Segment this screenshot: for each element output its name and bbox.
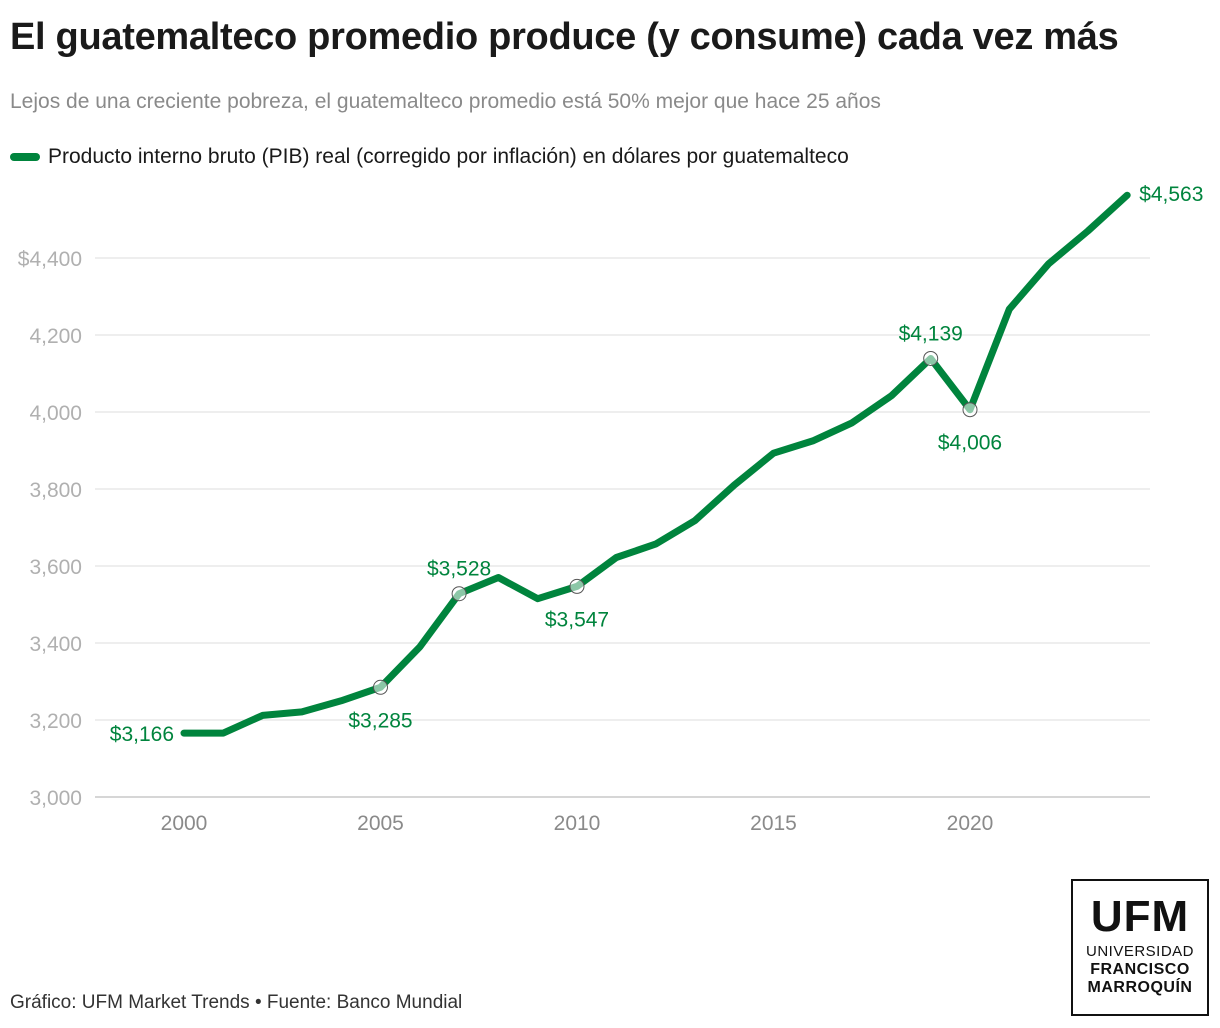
data-point	[732, 483, 736, 487]
legend-swatch	[10, 153, 40, 161]
highlight-marker	[923, 350, 939, 366]
data-label: $3,547	[545, 608, 609, 631]
data-point	[614, 556, 618, 560]
data-point	[339, 699, 343, 703]
data-point	[300, 710, 304, 714]
y-tick-label: 3,400	[29, 633, 82, 656]
ufm-logo: UFM UNIVERSIDAD FRANCISCO MARROQUÍN	[1071, 879, 1209, 1016]
y-tick-label: 3,000	[29, 787, 82, 810]
x-tick-label: 2020	[947, 812, 994, 835]
data-point	[221, 731, 225, 735]
data-point	[889, 394, 893, 398]
data-point	[1007, 307, 1011, 311]
y-tick-label: 4,000	[29, 402, 82, 425]
logo-line-marroquin: MARROQUÍN	[1087, 979, 1193, 996]
data-point	[811, 439, 815, 443]
data-label: $3,166	[110, 723, 174, 746]
x-tick-label: 2005	[357, 812, 404, 835]
legend-label: Producto interno bruto (PIB) real (corre…	[48, 145, 849, 168]
data-point	[261, 713, 265, 717]
highlight-marker	[451, 586, 467, 602]
data-point	[1047, 262, 1051, 266]
x-tick-label: 2000	[161, 812, 208, 835]
data-point	[496, 576, 500, 580]
logo-line-universidad: UNIVERSIDAD	[1085, 943, 1195, 960]
x-tick-label: 2010	[554, 812, 601, 835]
data-point	[693, 519, 697, 523]
logo-main-text: UFM	[1090, 892, 1190, 941]
y-tick-label: 3,600	[29, 556, 82, 579]
y-tick-label: 3,200	[29, 710, 82, 733]
data-label: $3,528	[427, 558, 491, 581]
data-label: $4,563	[1139, 183, 1203, 206]
data-point	[182, 731, 186, 735]
data-label: $4,006	[938, 432, 1002, 455]
gdp-series-line	[180, 191, 1131, 737]
highlight-marker	[962, 402, 978, 418]
data-point	[418, 645, 422, 649]
chart-title: El guatemalteco promedio produce (y cons…	[10, 16, 1119, 58]
data-point	[654, 542, 658, 546]
data-label: $3,285	[348, 709, 412, 732]
data-point	[1086, 229, 1090, 233]
data-point	[536, 597, 540, 601]
logo-line-francisco: FRANCISCO	[1090, 961, 1190, 978]
source-credit: Gráfico: UFM Market Trends • Fuente: Ban…	[10, 992, 463, 1013]
data-label: $4,139	[899, 322, 963, 345]
chart-subtitle: Lejos de una creciente pobreza, el guate…	[10, 90, 881, 113]
highlight-marker	[373, 679, 388, 695]
x-tick-label: 2015	[750, 812, 797, 835]
y-tick-label: 3,800	[29, 479, 82, 502]
y-tick-label: $4,400	[18, 248, 82, 271]
y-tick-label: 4,200	[29, 325, 82, 348]
data-point	[1125, 193, 1129, 197]
data-point	[850, 421, 854, 425]
data-point	[772, 451, 776, 455]
legend: Producto interno bruto (PIB) real (corre…	[10, 145, 849, 169]
highlight-marker	[569, 578, 585, 594]
